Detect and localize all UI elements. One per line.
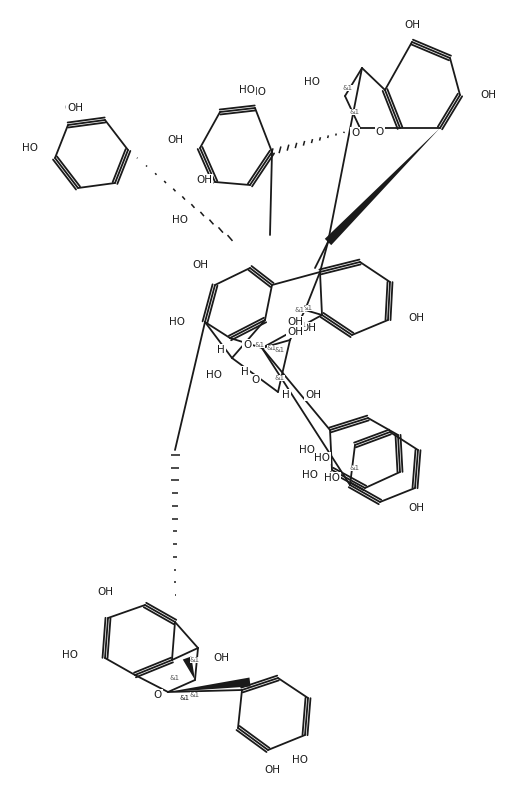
- Text: OH: OH: [196, 175, 212, 185]
- Text: HO: HO: [250, 87, 266, 97]
- Text: O: O: [154, 690, 162, 700]
- Text: OH: OH: [97, 587, 113, 597]
- Text: &1: &1: [295, 307, 305, 313]
- Text: HO: HO: [324, 473, 340, 483]
- Text: OH: OH: [300, 323, 316, 333]
- Text: OH: OH: [67, 103, 83, 113]
- Text: OH: OH: [264, 765, 280, 775]
- Text: &1: &1: [255, 342, 265, 348]
- Text: &1: &1: [190, 692, 200, 698]
- Text: &1: &1: [275, 347, 285, 353]
- Text: HO: HO: [169, 317, 185, 327]
- Text: &1: &1: [303, 305, 313, 311]
- Text: O: O: [351, 128, 359, 138]
- Text: O: O: [243, 340, 251, 350]
- Text: H: H: [241, 367, 249, 377]
- Text: OH: OH: [192, 260, 208, 270]
- Text: OH: OH: [408, 313, 424, 323]
- Text: &1: &1: [350, 465, 360, 471]
- Text: HO: HO: [304, 77, 320, 87]
- Text: HO: HO: [292, 755, 308, 765]
- Text: &1: &1: [267, 345, 277, 351]
- Text: OH: OH: [408, 503, 424, 513]
- Text: &1: &1: [350, 109, 360, 115]
- Text: H: H: [217, 345, 225, 355]
- Text: HO: HO: [172, 215, 188, 225]
- Text: HO: HO: [206, 370, 222, 380]
- Text: HO: HO: [239, 85, 255, 95]
- Text: OH: OH: [287, 317, 303, 327]
- Text: HO: HO: [62, 650, 78, 660]
- Text: O: O: [244, 340, 252, 350]
- Text: OH: OH: [167, 135, 183, 145]
- Polygon shape: [325, 128, 440, 245]
- Text: &1: &1: [275, 375, 285, 381]
- Text: OH: OH: [480, 90, 496, 100]
- Text: HO: HO: [302, 470, 318, 480]
- Polygon shape: [168, 677, 251, 692]
- Text: &1: &1: [297, 322, 307, 328]
- Text: O: O: [376, 127, 384, 137]
- Text: &1: &1: [343, 85, 353, 91]
- Text: HO: HO: [314, 453, 330, 463]
- Text: OH: OH: [305, 390, 321, 400]
- Text: OH: OH: [213, 653, 229, 663]
- Polygon shape: [183, 656, 195, 680]
- Text: H: H: [282, 390, 290, 400]
- Text: HO: HO: [299, 445, 315, 455]
- Text: OH: OH: [287, 327, 303, 337]
- Text: OH: OH: [404, 20, 420, 30]
- Text: &1: &1: [190, 657, 200, 663]
- Text: OH: OH: [64, 103, 80, 113]
- Text: &1: &1: [170, 675, 180, 681]
- Text: HO: HO: [22, 143, 38, 153]
- Text: HO: HO: [22, 143, 38, 153]
- Text: &1: &1: [180, 695, 190, 701]
- Text: O: O: [252, 375, 260, 385]
